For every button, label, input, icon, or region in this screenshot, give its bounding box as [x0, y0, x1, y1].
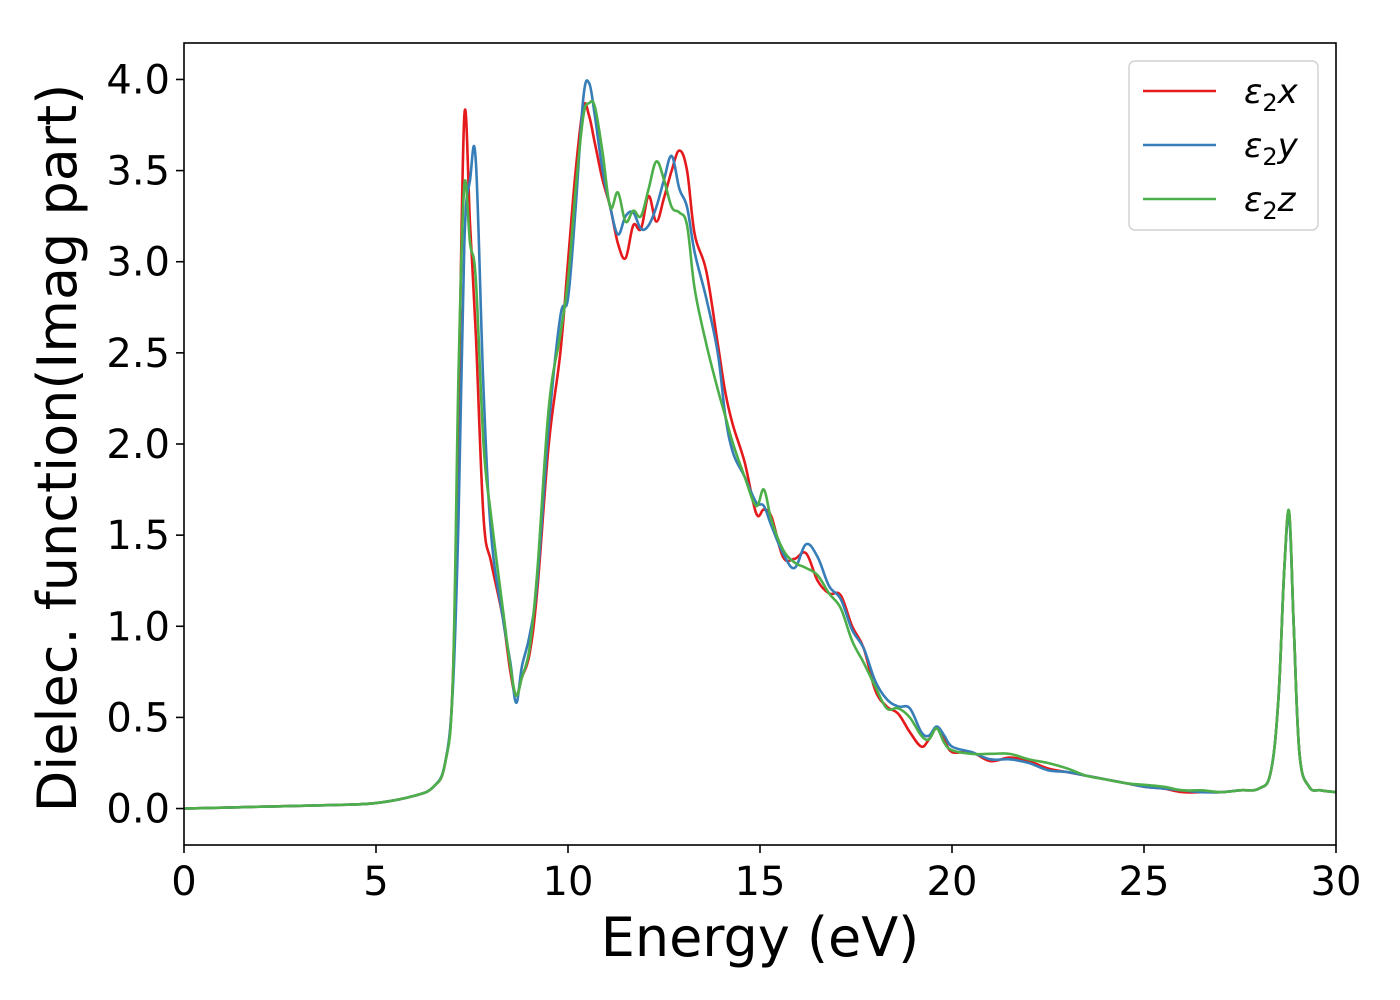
- x-axis-ticks: 0 5 10 15 20 25 30: [171, 845, 1361, 905]
- legend-label: ε2y: [1244, 126, 1299, 171]
- x-tick-label: 10: [543, 859, 594, 905]
- legend: ε2x ε2y ε2z: [1128, 60, 1319, 231]
- x-tick-label: 15: [735, 859, 786, 905]
- x-axis-title: Energy (eV): [601, 906, 920, 969]
- y-tick-label: 1.5: [106, 513, 170, 559]
- y-tick-label: 2.5: [106, 331, 170, 377]
- y-tick-label: 3.5: [106, 149, 170, 195]
- y-tick-label: 4.0: [106, 57, 170, 103]
- x-tick-label: 5: [363, 859, 388, 905]
- x-tick-label: 20: [927, 859, 978, 905]
- y-tick-label: 2.0: [106, 422, 170, 468]
- legend-label: ε2z: [1244, 180, 1297, 225]
- legend-label: ε2x: [1244, 72, 1299, 117]
- y-tick-label: 3.0: [106, 240, 170, 286]
- series-line-3: [184, 99, 1336, 810]
- x-tick-label: 25: [1119, 859, 1170, 905]
- y-axis-ticks: 0.0 0.5 1.0 1.5 2.0 2.5 3.0 3.5 4.0: [106, 57, 184, 833]
- x-tick-label: 30: [1311, 859, 1362, 905]
- y-tick-label: 1.0: [106, 604, 170, 650]
- series-layer: [184, 79, 1336, 810]
- y-axis-title: Dielec. function(Imag part): [26, 84, 89, 813]
- y-tick-label: 0.5: [106, 695, 170, 741]
- legend-box: [1128, 60, 1319, 231]
- y-tick-label: 0.0: [106, 787, 170, 833]
- x-tick-label: 0: [171, 859, 196, 905]
